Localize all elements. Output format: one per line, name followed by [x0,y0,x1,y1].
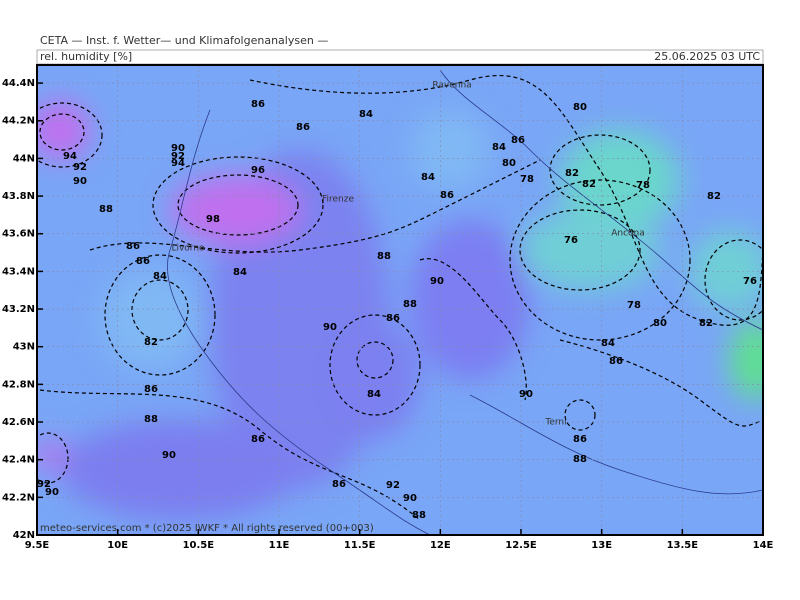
lat-tick-label: 42N [13,530,35,541]
city-label: Ravenna [432,81,471,91]
contour-label: 86 [386,313,400,324]
contour-label: 76 [564,235,578,246]
contour-label: 92 [386,480,400,491]
contour-label: 90 [73,176,87,187]
contour-label: 80 [653,318,667,329]
contour-label: 82 [699,318,713,329]
contour-label: 90 [45,487,59,498]
parameter-label: rel. humidity [%] [40,50,132,63]
contour-label: 86 [251,434,265,445]
contour-label: 80 [573,102,587,113]
lat-tick-label: 43.8N [2,191,35,202]
field: meteo-services.com * (c)2025 IWKF * All … [37,65,763,535]
city-label: Firenze [322,195,354,205]
contour-label: 86 [609,356,623,367]
contour-label: 78 [627,300,641,311]
city-label: Terni [544,418,566,428]
lat-tick-label: 42.8N [2,379,35,390]
contour-label: 86 [136,256,150,267]
contour-label: 98 [206,214,220,225]
contour-label: 78 [520,174,534,185]
contour-label: 76 [743,276,757,287]
contour-label: 90 [323,322,337,333]
contour-label: 88 [403,299,417,310]
lon-tick-label: 12E [430,540,451,551]
valid-time: 25.06.2025 03 UTC [654,50,760,63]
contour-label: 92 [73,162,87,173]
contour-label: 84 [233,267,247,278]
map-frame [36,64,764,536]
lat-tick-label: 43.2N [2,304,35,315]
contour-label: 84 [367,389,381,400]
contour-label: 88 [377,251,391,262]
lon-tick-label: 9.5E [25,540,50,551]
lon-tick-label: 13E [591,540,612,551]
copyright: meteo-services.com * (c)2025 IWKF * All … [40,523,374,534]
lat-tick-label: 44.2N [2,116,35,127]
contour-label: 86 [251,99,265,110]
contour-label: 78 [636,180,650,191]
lat-tick-label: 42.4N [2,455,35,466]
lon-tick-label: 10E [107,540,128,551]
contour-label: 96 [251,165,265,176]
contour-label: 92 [171,151,185,162]
contour-label: 90 [430,276,444,287]
lat-tick-label: 42.6N [2,417,35,428]
contour-label: 88 [412,510,426,521]
contour-label: 84 [153,271,167,282]
contour-label: 88 [99,204,113,215]
contour-label: 86 [573,434,587,445]
contours [37,74,763,521]
lon-tick-label: 12.5E [505,540,537,551]
contour-label: 90 [519,389,533,400]
contour-label: 90 [171,143,185,154]
lon-tick-label: 11.5E [344,540,376,551]
contour-label: 86 [296,122,310,133]
lon-tick-label: 10.5E [183,540,215,551]
contour-label: 94 [171,158,185,169]
city-label: Livorno [171,244,205,254]
coastline [167,69,763,535]
contour-label: 86 [126,241,140,252]
contour-label: 82 [582,179,596,190]
lat-tick-label: 43.4N [2,266,35,277]
contour-label: 84 [359,109,373,120]
lat-tick-label: 43.6N [2,229,35,240]
lon-tick-label: 11E [269,540,290,551]
shading [37,100,763,520]
contour-label: 84 [421,172,435,183]
contour-label: 82 [144,337,158,348]
contour-label: 80 [502,158,516,169]
contour-label: 82 [565,168,579,179]
contour-label: 84 [492,142,506,153]
lat-tick-label: 43N [13,342,35,353]
contour-label: 82 [707,191,721,202]
contour-label: 92 [37,479,51,490]
contour-label: 94 [63,151,77,162]
contour-label: 88 [144,414,158,425]
lon-tick-label: 14E [753,540,774,551]
lon-tick-label: 13.5E [667,540,699,551]
contour-label: 86 [440,190,454,201]
contour-label: 86 [332,479,346,490]
contour-label: 88 [573,454,587,465]
lat-tick-label: 44N [13,153,35,164]
contour-label: 90 [162,450,176,461]
lat-tick-label: 44.4N [2,78,35,89]
contour-label: 86 [511,135,525,146]
contour-label: 90 [403,493,417,504]
contour-label: 86 [144,384,158,395]
lat-tick-label: 42.2N [2,492,35,503]
contour-label: 84 [601,338,615,349]
header-title: CETA — Inst. f. Wetter— und Klimafolgena… [40,34,328,47]
city-label: Ancona [611,229,645,239]
